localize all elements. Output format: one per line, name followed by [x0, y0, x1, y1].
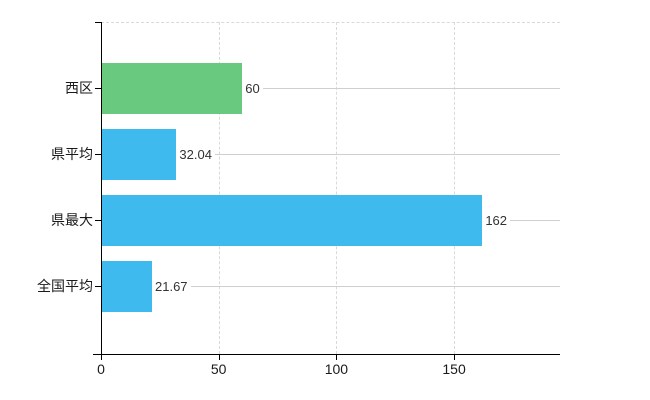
value-label: 60 [245, 80, 260, 96]
category-tick [95, 220, 101, 221]
value-label: 32.04 [179, 146, 212, 162]
category-leader-line [262, 87, 560, 89]
category-tick [95, 154, 101, 155]
bar [102, 128, 177, 180]
category-leader-line [190, 285, 560, 287]
y-axis [101, 22, 102, 358]
bar [102, 62, 243, 114]
vertical-gridline [336, 22, 338, 354]
bar-row: 32.04 [102, 128, 560, 180]
x-tick [454, 355, 456, 360]
x-tick [218, 355, 220, 360]
x-tick-label: 50 [210, 361, 227, 377]
category-label: 県最大 [51, 212, 93, 228]
category-label: 西区 [65, 80, 93, 96]
category-tick [95, 286, 101, 287]
x-tick-label: 100 [324, 361, 349, 377]
category-label: 全国平均 [37, 278, 93, 294]
category-tick [95, 88, 101, 89]
vertical-gridline [218, 22, 220, 354]
bar-row: 60 [102, 62, 560, 114]
bar-row: 162 [102, 194, 560, 246]
x-tick [336, 355, 338, 360]
x-tick [101, 355, 102, 360]
y-axis-top-tick [95, 22, 101, 23]
category-leader-line [214, 153, 560, 155]
bar [102, 194, 483, 246]
bar [102, 260, 152, 312]
vertical-gridline [454, 22, 456, 354]
category-leader-line [510, 219, 560, 221]
plot-area [101, 22, 560, 354]
x-axis [93, 354, 560, 355]
x-tick-label: 150 [442, 361, 466, 377]
category-label: 県平均 [51, 146, 93, 162]
value-label: 21.67 [155, 278, 188, 294]
bar-row: 21.67 [102, 260, 560, 312]
x-tick-label: 0 [97, 361, 105, 377]
value-label: 162 [485, 212, 508, 228]
